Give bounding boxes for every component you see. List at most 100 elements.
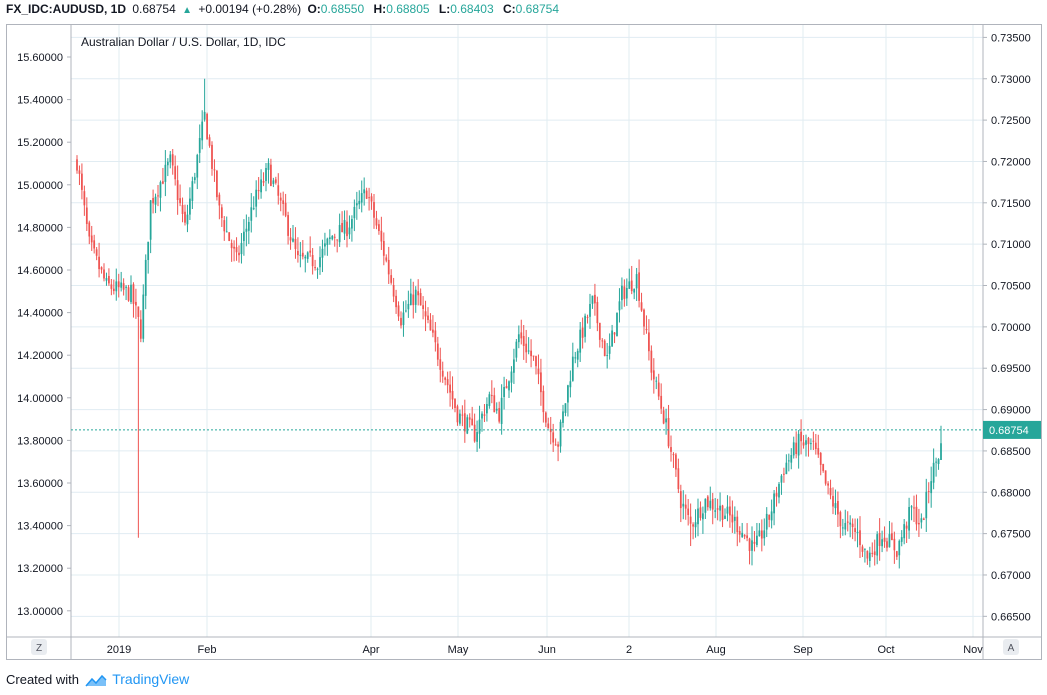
- candle-up: [331, 235, 334, 240]
- zoom-reset-button[interactable]: [31, 639, 47, 655]
- candle-up: [908, 506, 910, 531]
- candle-down: [380, 230, 383, 242]
- candle-down: [274, 179, 277, 183]
- left-axis-label: 15.40000: [17, 95, 63, 107]
- chart-frame[interactable]: 2019 Feb Apr May Jun 2 Aug Sep Oct Nov 0.73500 0.73…: [6, 24, 1042, 660]
- candle-down: [395, 295, 397, 308]
- left-axis-label: 14.40000: [17, 308, 63, 320]
- candle-down: [883, 537, 886, 542]
- candle-down: [638, 272, 640, 301]
- candle-up: [900, 537, 903, 542]
- candle-down: [449, 384, 451, 393]
- candle-up: [930, 481, 933, 494]
- candle-down: [918, 522, 920, 525]
- candle-down: [208, 137, 211, 146]
- x-tick-label: 2: [626, 644, 632, 656]
- x-tick-label: Aug: [706, 644, 726, 656]
- candle-up: [159, 182, 162, 198]
- candle-up: [589, 303, 591, 317]
- candle-down: [613, 332, 616, 335]
- candle-down: [211, 144, 213, 169]
- candle-up: [726, 506, 729, 514]
- candle-down: [640, 302, 643, 311]
- candle-up: [932, 462, 935, 483]
- candle-down: [623, 286, 626, 299]
- candle-down: [522, 335, 525, 346]
- right-axis-label: 0.70000: [991, 322, 1031, 334]
- candle-down: [643, 309, 645, 327]
- candle-up: [665, 418, 667, 423]
- candle-down: [387, 259, 390, 275]
- candle-down: [419, 293, 422, 306]
- tradingview-link[interactable]: TradingView: [112, 671, 190, 687]
- candle-up: [719, 505, 721, 511]
- candle-up: [142, 294, 145, 339]
- candle-down: [468, 417, 471, 420]
- candle-down: [137, 306, 140, 317]
- candle-up: [265, 167, 267, 182]
- right-axis-label: 0.70500: [991, 281, 1031, 293]
- candle-down: [257, 190, 260, 192]
- candle-down: [493, 395, 496, 413]
- candle-up: [324, 243, 326, 247]
- candle-down: [871, 552, 874, 554]
- left-axis-label: 14.80000: [17, 222, 63, 234]
- symbol-label[interactable]: FX_IDC:AUDUSD, 1D: [6, 2, 127, 16]
- candle-down: [819, 452, 822, 465]
- candle-up: [459, 413, 461, 424]
- candle-up: [702, 513, 704, 520]
- candle-down: [783, 473, 785, 475]
- candle-up: [240, 242, 243, 255]
- candle-down: [760, 530, 763, 539]
- candle-up: [306, 252, 309, 259]
- left-axis-label: 13.00000: [17, 606, 63, 618]
- candle-down: [552, 432, 555, 443]
- candle-down: [390, 275, 393, 283]
- candle-up: [920, 518, 923, 523]
- candle-down: [451, 390, 454, 400]
- candle-up: [120, 282, 123, 288]
- candle-down: [98, 256, 100, 270]
- candle-up: [495, 408, 498, 411]
- candle-up: [868, 552, 871, 561]
- candle-up: [751, 540, 753, 551]
- candle-up: [144, 259, 147, 296]
- candle-down: [284, 202, 287, 216]
- auto-scale-button[interactable]: [1003, 639, 1019, 655]
- last-price-label: 0.68754: [989, 425, 1029, 437]
- candle-up: [616, 312, 618, 336]
- candle-down: [542, 390, 545, 413]
- candle-down: [346, 221, 348, 237]
- candle-down: [905, 525, 908, 529]
- candle-up: [407, 303, 410, 310]
- candle-up: [559, 421, 562, 447]
- candle-down: [88, 222, 91, 237]
- candle-down: [417, 291, 420, 296]
- candle-down: [594, 294, 596, 304]
- candle-up: [790, 455, 793, 463]
- candle-down: [277, 185, 280, 196]
- candle-up: [910, 506, 913, 508]
- candle-down: [162, 181, 164, 184]
- candle-down: [581, 327, 584, 338]
- auto-scale-label: A: [1008, 643, 1015, 654]
- candle-down: [753, 541, 756, 544]
- candle-up: [714, 510, 717, 512]
- candle-up: [405, 310, 407, 312]
- candle-up: [292, 238, 294, 242]
- candle-up: [591, 295, 594, 304]
- candle-up: [247, 221, 250, 231]
- candlestick-chart[interactable]: 2019 Feb Apr May Jun 2 Aug Sep Oct Nov 0.73500 0.73…: [7, 25, 1041, 659]
- candle-down: [520, 332, 523, 339]
- candle-up: [792, 442, 795, 456]
- right-axis-label: 0.68500: [991, 446, 1031, 458]
- candle-down: [294, 238, 297, 249]
- candle-up: [562, 411, 564, 423]
- candle-down: [184, 211, 186, 223]
- candle-down: [913, 507, 915, 509]
- candle-up: [321, 248, 324, 258]
- candle-up: [198, 138, 201, 153]
- x-tick-label: Apr: [362, 644, 379, 656]
- candle-down: [699, 507, 702, 518]
- candle-down: [157, 195, 159, 197]
